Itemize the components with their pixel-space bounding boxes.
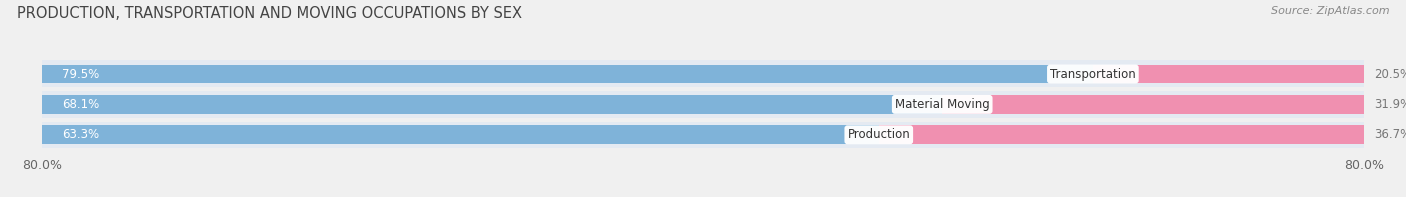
Bar	[42, 65, 1092, 84]
Bar	[42, 95, 942, 114]
Legend: Male, Female: Male, Female	[640, 195, 766, 197]
Text: Transportation: Transportation	[1050, 68, 1136, 81]
Bar	[42, 60, 1364, 88]
Text: Production: Production	[848, 128, 910, 141]
Text: 31.9%: 31.9%	[1375, 98, 1406, 111]
Bar	[1092, 65, 1364, 84]
Bar	[42, 91, 1364, 118]
Text: 20.5%: 20.5%	[1375, 68, 1406, 81]
Bar	[42, 125, 879, 144]
Bar	[879, 125, 1364, 144]
Text: 79.5%: 79.5%	[62, 68, 100, 81]
Text: 36.7%: 36.7%	[1375, 128, 1406, 141]
Text: Source: ZipAtlas.com: Source: ZipAtlas.com	[1271, 6, 1389, 16]
Bar	[942, 95, 1364, 114]
Text: PRODUCTION, TRANSPORTATION AND MOVING OCCUPATIONS BY SEX: PRODUCTION, TRANSPORTATION AND MOVING OC…	[17, 6, 522, 21]
Text: 63.3%: 63.3%	[62, 128, 100, 141]
Text: 68.1%: 68.1%	[62, 98, 100, 111]
Text: Material Moving: Material Moving	[894, 98, 990, 111]
Bar	[42, 121, 1364, 149]
